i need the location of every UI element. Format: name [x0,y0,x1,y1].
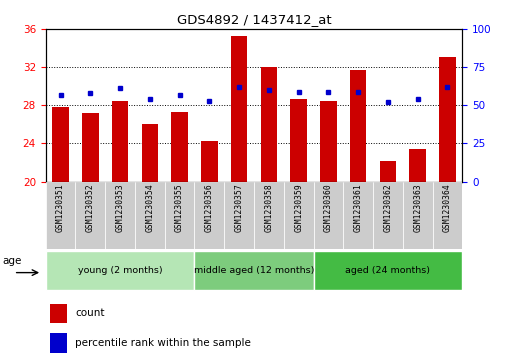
Bar [52,107,69,182]
Bar [46,182,76,249]
Text: count: count [75,308,104,318]
Bar [432,182,462,249]
Bar [320,101,337,182]
Bar [105,182,135,249]
Bar [142,124,158,182]
Bar [135,182,165,249]
Text: young (2 months): young (2 months) [78,266,163,275]
Bar [50,304,67,323]
Bar [254,182,284,249]
Bar [171,112,188,182]
Bar [409,149,426,182]
Bar [439,57,456,182]
Text: GSM1230355: GSM1230355 [175,184,184,232]
Text: GSM1230363: GSM1230363 [413,184,422,232]
Title: GDS4892 / 1437412_at: GDS4892 / 1437412_at [177,13,331,26]
Bar [82,113,99,182]
Bar [343,182,373,249]
Text: aged (24 months): aged (24 months) [345,266,430,275]
Text: GSM1230352: GSM1230352 [86,184,95,232]
Bar [291,99,307,182]
Bar [165,182,195,249]
Text: middle aged (12 months): middle aged (12 months) [194,266,314,275]
Text: GSM1230353: GSM1230353 [116,184,124,232]
Bar [201,142,217,182]
Text: GSM1230351: GSM1230351 [56,184,65,232]
Bar [224,182,254,249]
Text: GSM1230358: GSM1230358 [264,184,273,232]
Text: GSM1230362: GSM1230362 [384,184,392,232]
Bar [231,36,247,182]
Text: GSM1230356: GSM1230356 [205,184,214,232]
Bar [379,160,396,182]
Text: GSM1230364: GSM1230364 [443,184,452,232]
Bar [112,101,129,182]
Bar [261,67,277,182]
Bar [76,182,105,249]
Bar [373,182,403,249]
Bar [284,182,313,249]
Text: GSM1230360: GSM1230360 [324,184,333,232]
Text: GSM1230359: GSM1230359 [294,184,303,232]
Bar [50,333,67,353]
Bar [195,182,224,249]
Bar [46,251,195,290]
Text: percentile rank within the sample: percentile rank within the sample [75,338,251,348]
Text: GSM1230357: GSM1230357 [235,184,244,232]
Bar [195,251,313,290]
Bar [313,251,462,290]
Text: age: age [2,256,22,266]
Bar [350,70,366,182]
Text: GSM1230361: GSM1230361 [354,184,363,232]
Text: GSM1230354: GSM1230354 [145,184,154,232]
Bar [403,182,432,249]
Bar [313,182,343,249]
